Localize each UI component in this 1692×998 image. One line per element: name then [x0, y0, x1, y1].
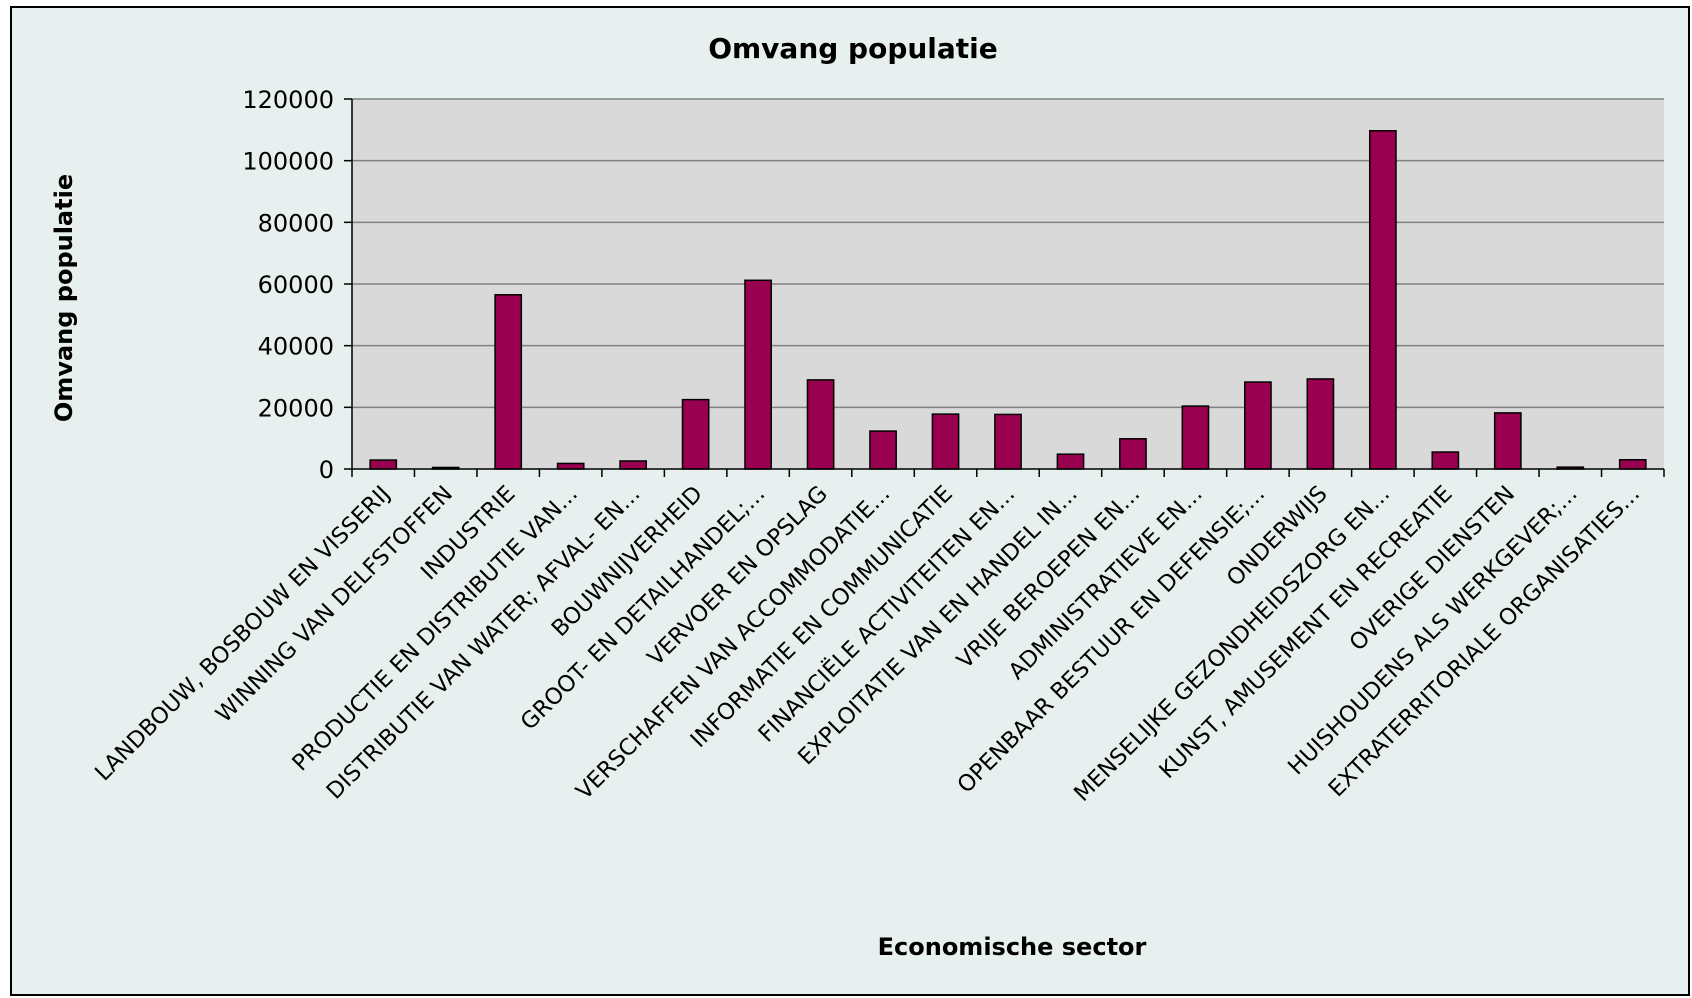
y-tick-label: 120000 — [242, 86, 334, 114]
y-tick-label: 20000 — [258, 394, 334, 422]
bar — [1244, 381, 1272, 470]
bar — [681, 398, 710, 470]
bar — [1368, 130, 1397, 470]
y-tick-labels: 0 20000 40000 60000 80000 100000 120000 — [242, 86, 334, 484]
y-tick-label: 40000 — [258, 333, 334, 361]
y-tick-label: 100000 — [242, 148, 334, 176]
bar — [994, 413, 1022, 470]
bar — [869, 430, 897, 470]
bar — [369, 459, 398, 470]
bar — [1618, 459, 1647, 470]
gridlines — [352, 98, 1664, 409]
bar-chart: Omvang populatie 0 20000 40000 60000 80000 10… — [50, 32, 1665, 961]
y-tick-label: 0 — [319, 456, 334, 484]
bars — [369, 130, 1647, 470]
chart-frame: Omvang populatie 0 20000 40000 60000 80000 10… — [10, 6, 1690, 996]
bar — [1306, 378, 1335, 470]
bar — [931, 413, 960, 470]
y-axis-title: Omvang populatie — [50, 174, 78, 422]
axes — [344, 98, 1665, 477]
bar — [806, 379, 835, 470]
y-tick-label: 80000 — [258, 209, 334, 237]
bar — [619, 460, 648, 470]
bar — [1119, 438, 1147, 470]
bar — [1056, 453, 1085, 470]
bar — [494, 294, 523, 470]
bar — [1181, 405, 1210, 470]
bar — [1431, 451, 1460, 470]
bar — [1493, 412, 1522, 470]
x-tick-label: LANDBOUW, BOSBOUW EN VISSERIJ — [90, 481, 395, 786]
y-tick-label: 60000 — [258, 271, 334, 299]
x-axis-title: Economische sector — [878, 933, 1147, 961]
bar — [556, 462, 585, 470]
x-tick-label: HUISHOUDENS ALS WERKGEVER;... — [1283, 481, 1582, 780]
bar — [744, 279, 772, 470]
chart-title: Omvang populatie — [708, 32, 998, 65]
